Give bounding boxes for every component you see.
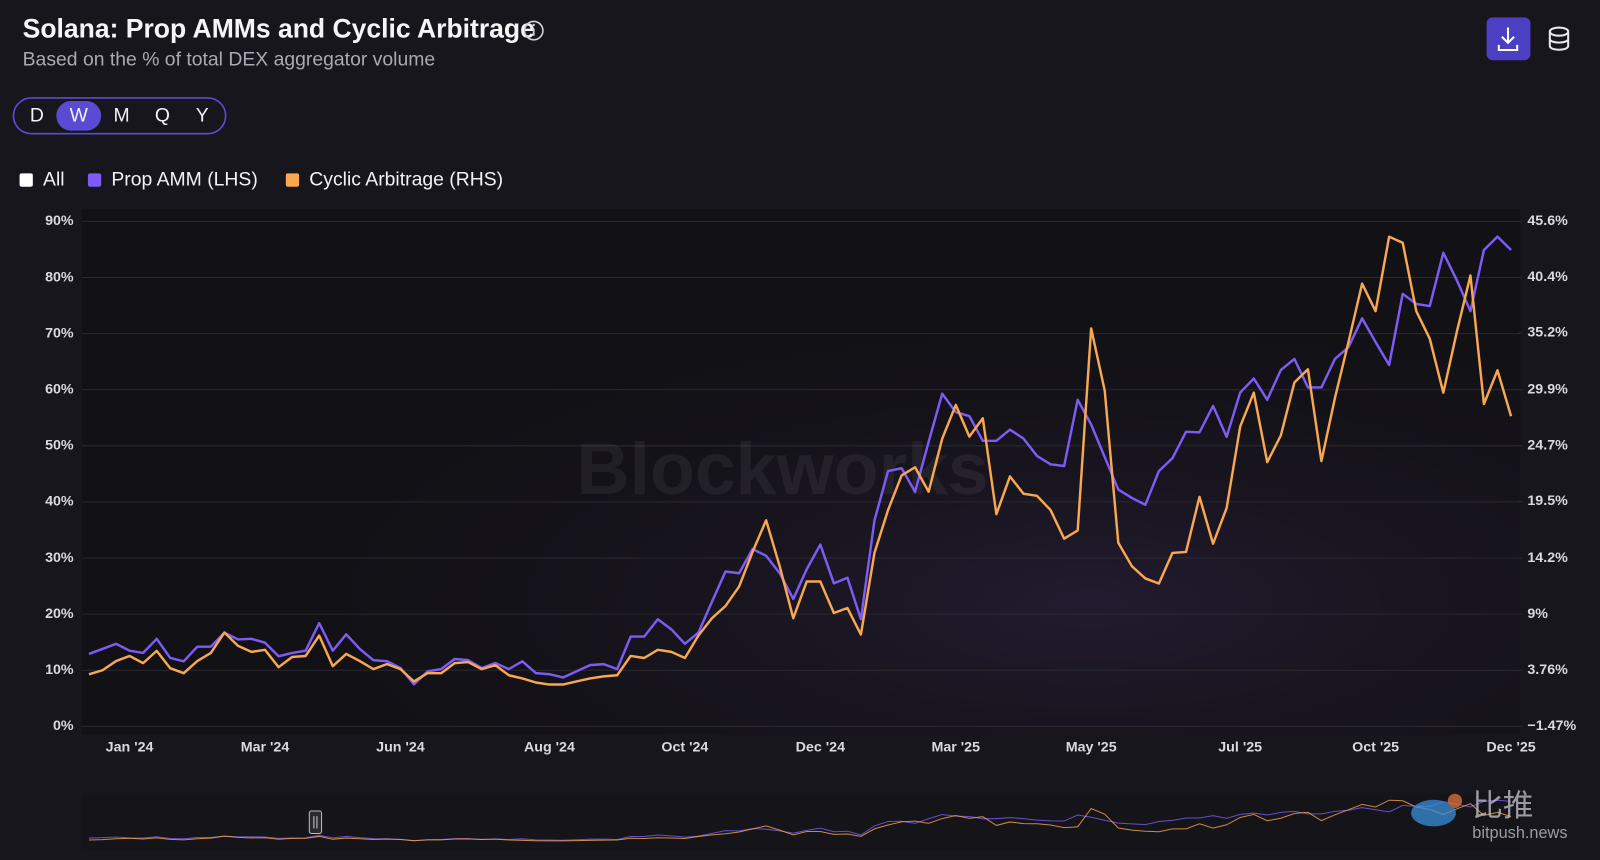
interval-button[interactable]: Y [196,104,209,126]
interval-active [56,100,102,131]
y-tick-label: 90% [45,213,74,229]
interval-button[interactable]: Q [155,104,170,126]
interval-button[interactable]: M [114,104,130,126]
y2-tick-label: 29.9% [1527,382,1568,398]
site-label: bitpush.news [1472,824,1567,842]
y2-tick-label: 40.4% [1527,269,1568,285]
chart-title: Solana: Prop AMMs and Cyclic Arbitrage [23,14,535,44]
y-tick-label: 80% [45,269,74,285]
data-icon[interactable] [1548,26,1570,51]
source-watermark: 比推 bitpush.news [1411,789,1568,842]
legend-label: Prop AMM (LHS) [111,169,257,191]
navigator [81,793,1521,850]
y-tick-label: 50% [45,438,74,454]
series-line [88,235,1513,686]
series-line [88,235,1512,686]
watermark: Blockworks [577,428,989,510]
x-tick-label: May '25 [1066,740,1117,756]
y-tick-label: 20% [45,606,74,622]
x-tick-label: Oct '25 [1352,740,1399,756]
interval-switch [12,97,227,135]
navigator-line [88,799,1512,842]
x-tick-label: Jan '24 [106,740,154,756]
y2-tick-label: 14.2% [1527,550,1568,566]
legend-item[interactable]: Prop AMM (LHS) [87,169,258,191]
y2-tick-label: 9% [1527,606,1548,622]
y-tick-label: 40% [45,494,74,510]
x-tick-label: Mar '25 [931,740,980,756]
x-tick-label: Dec '25 [1486,740,1535,756]
grid: 0% 10% 20% 30% 40% 50% 60% 70% 80% 90% −1.47% 3.76%… [45,213,1576,755]
legend-item[interactable]: Cyclic Arbitrage (RHS) [285,169,503,191]
x-tick-label: Mar '24 [241,740,290,756]
y-tick-label: 10% [45,662,74,678]
plot-glow [81,209,1521,735]
x-tick-label: Jun '24 [376,740,425,756]
legend-swatch [87,173,102,187]
legend-swatch [285,173,300,187]
info-icon[interactable] [523,20,544,41]
legend: All Prop AMM (LHS) Cyclic Arbitrage (RHS… [19,169,503,191]
y2-tick-label: 35.2% [1527,325,1568,341]
legend-label: All [43,169,65,191]
chart-subtitle: Based on the % of total DEX aggregator v… [23,48,436,70]
y2-tick-label: −1.47% [1527,718,1576,734]
download-button[interactable] [1486,17,1531,61]
navigator-line [88,799,1512,842]
y2-tick-label: 19.5% [1527,493,1568,509]
navigator-handle[interactable] [308,810,323,834]
x-tick-label: Jul '25 [1218,740,1262,756]
legend-item[interactable]: All [19,169,65,191]
series [88,235,1513,686]
x-tick-label: Oct '24 [661,740,708,756]
y-tick-label: 60% [45,381,74,397]
x-tick-label: Dec '24 [796,740,845,756]
y-tick-label: 0% [53,718,74,734]
y-tick-label: 30% [45,550,74,566]
interval-button[interactable]: D [30,104,44,126]
y-tick-label: 70% [45,325,74,341]
brand-label: 比推 [1472,789,1533,823]
navigator-lines [88,799,1512,842]
x-tick-label: Aug '24 [524,740,575,756]
legend-swatch [19,173,33,187]
y2-tick-label: 3.76% [1527,662,1568,678]
y2-tick-label: 45.6% [1527,213,1568,229]
legend-label: Cyclic Arbitrage (RHS) [309,169,503,191]
interval-button[interactable]: W [70,104,89,126]
y2-tick-label: 24.7% [1527,437,1568,453]
